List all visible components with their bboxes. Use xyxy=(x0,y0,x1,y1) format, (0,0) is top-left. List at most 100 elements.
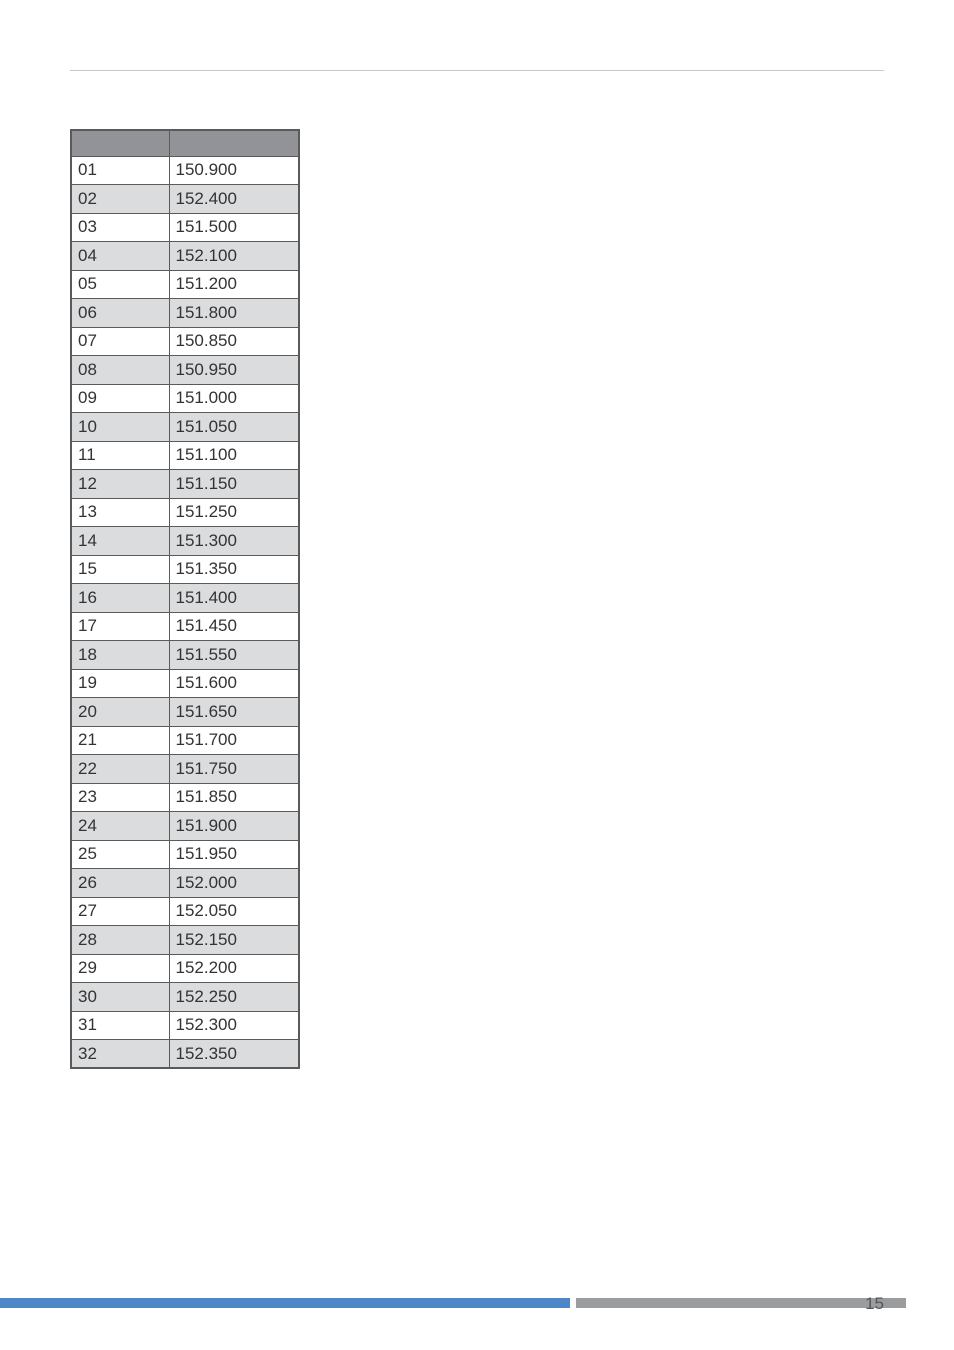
table-row: 21151.700 xyxy=(71,726,299,755)
table-cell-index: 04 xyxy=(71,242,169,271)
table-cell-index: 26 xyxy=(71,869,169,898)
table-cell-index: 23 xyxy=(71,783,169,812)
table-row: 22151.750 xyxy=(71,755,299,784)
table-cell-index: 11 xyxy=(71,441,169,470)
table-cell-index: 01 xyxy=(71,156,169,185)
table-row: 32152.350 xyxy=(71,1040,299,1069)
table-cell-index: 21 xyxy=(71,726,169,755)
table-cell-value: 151.750 xyxy=(169,755,299,784)
table-cell-value: 151.900 xyxy=(169,812,299,841)
table-row: 06151.800 xyxy=(71,299,299,328)
table-row: 26152.000 xyxy=(71,869,299,898)
table-cell-value: 150.950 xyxy=(169,356,299,385)
table-row: 23151.850 xyxy=(71,783,299,812)
table-cell-value: 151.600 xyxy=(169,669,299,698)
table-cell-value: 151.200 xyxy=(169,270,299,299)
table-cell-value: 152.100 xyxy=(169,242,299,271)
table-cell-value: 152.250 xyxy=(169,983,299,1012)
table-row: 17151.450 xyxy=(71,612,299,641)
table-cell-index: 14 xyxy=(71,527,169,556)
table-cell-index: 03 xyxy=(71,213,169,242)
footer-accent-bar-blue xyxy=(0,1298,570,1308)
table-cell-index: 27 xyxy=(71,897,169,926)
table-cell-value: 152.000 xyxy=(169,869,299,898)
table-row: 27152.050 xyxy=(71,897,299,926)
table-row: 10151.050 xyxy=(71,413,299,442)
table-cell-index: 31 xyxy=(71,1011,169,1040)
table-cell-value: 150.900 xyxy=(169,156,299,185)
table-cell-value: 151.000 xyxy=(169,384,299,413)
table-cell-value: 151.850 xyxy=(169,783,299,812)
table-header-col-2 xyxy=(169,130,299,156)
table-cell-index: 16 xyxy=(71,584,169,613)
table-cell-index: 18 xyxy=(71,641,169,670)
table-cell-index: 06 xyxy=(71,299,169,328)
table-cell-value: 152.400 xyxy=(169,185,299,214)
table-cell-index: 09 xyxy=(71,384,169,413)
table-cell-index: 24 xyxy=(71,812,169,841)
page-footer: 15 xyxy=(0,1294,954,1308)
table-cell-value: 152.050 xyxy=(169,897,299,926)
table-row: 14151.300 xyxy=(71,527,299,556)
table-row: 11151.100 xyxy=(71,441,299,470)
table-cell-index: 22 xyxy=(71,755,169,784)
table-cell-index: 19 xyxy=(71,669,169,698)
table-row: 31152.300 xyxy=(71,1011,299,1040)
table-row: 09151.000 xyxy=(71,384,299,413)
table-row: 30152.250 xyxy=(71,983,299,1012)
table-row: 08150.950 xyxy=(71,356,299,385)
table-cell-value: 150.850 xyxy=(169,327,299,356)
table-cell-index: 28 xyxy=(71,926,169,955)
table-header-row xyxy=(71,130,299,156)
table-cell-value: 152.150 xyxy=(169,926,299,955)
table-cell-index: 02 xyxy=(71,185,169,214)
table-row: 12151.150 xyxy=(71,470,299,499)
table-cell-value: 152.300 xyxy=(169,1011,299,1040)
table-row: 16151.400 xyxy=(71,584,299,613)
page-number: 15 xyxy=(865,1294,884,1314)
table-cell-value: 151.700 xyxy=(169,726,299,755)
table-cell-value: 151.250 xyxy=(169,498,299,527)
table-cell-value: 151.550 xyxy=(169,641,299,670)
table-row: 25151.950 xyxy=(71,840,299,869)
table-row: 04152.100 xyxy=(71,242,299,271)
table-cell-value: 151.950 xyxy=(169,840,299,869)
table-cell-value: 152.200 xyxy=(169,954,299,983)
table-cell-index: 29 xyxy=(71,954,169,983)
table-cell-index: 32 xyxy=(71,1040,169,1069)
table-cell-value: 151.400 xyxy=(169,584,299,613)
table-cell-index: 05 xyxy=(71,270,169,299)
table-row: 05151.200 xyxy=(71,270,299,299)
table-cell-index: 25 xyxy=(71,840,169,869)
table-row: 07150.850 xyxy=(71,327,299,356)
table-cell-index: 17 xyxy=(71,612,169,641)
top-horizontal-rule xyxy=(70,70,884,71)
table-row: 28152.150 xyxy=(71,926,299,955)
frequency-table: 01150.90002152.40003151.50004152.1000515… xyxy=(70,129,300,1069)
table-cell-value: 151.050 xyxy=(169,413,299,442)
footer-accent-bar-gray xyxy=(576,1298,906,1308)
table-cell-value: 152.350 xyxy=(169,1040,299,1069)
table-row: 02152.400 xyxy=(71,185,299,214)
table-row: 20151.650 xyxy=(71,698,299,727)
table-row: 01150.900 xyxy=(71,156,299,185)
table-cell-index: 30 xyxy=(71,983,169,1012)
table-cell-index: 12 xyxy=(71,470,169,499)
table-cell-index: 10 xyxy=(71,413,169,442)
table-cell-value: 151.300 xyxy=(169,527,299,556)
table-cell-index: 07 xyxy=(71,327,169,356)
table-row: 24151.900 xyxy=(71,812,299,841)
page-container: 01150.90002152.40003151.50004152.1000515… xyxy=(0,0,954,1350)
table-row: 18151.550 xyxy=(71,641,299,670)
table-row: 13151.250 xyxy=(71,498,299,527)
table-cell-value: 151.450 xyxy=(169,612,299,641)
table-row: 03151.500 xyxy=(71,213,299,242)
table-cell-value: 151.350 xyxy=(169,555,299,584)
table-row: 29152.200 xyxy=(71,954,299,983)
table-cell-index: 20 xyxy=(71,698,169,727)
table-cell-index: 15 xyxy=(71,555,169,584)
table-cell-index: 08 xyxy=(71,356,169,385)
table-cell-index: 13 xyxy=(71,498,169,527)
table-cell-value: 151.650 xyxy=(169,698,299,727)
table-row: 15151.350 xyxy=(71,555,299,584)
